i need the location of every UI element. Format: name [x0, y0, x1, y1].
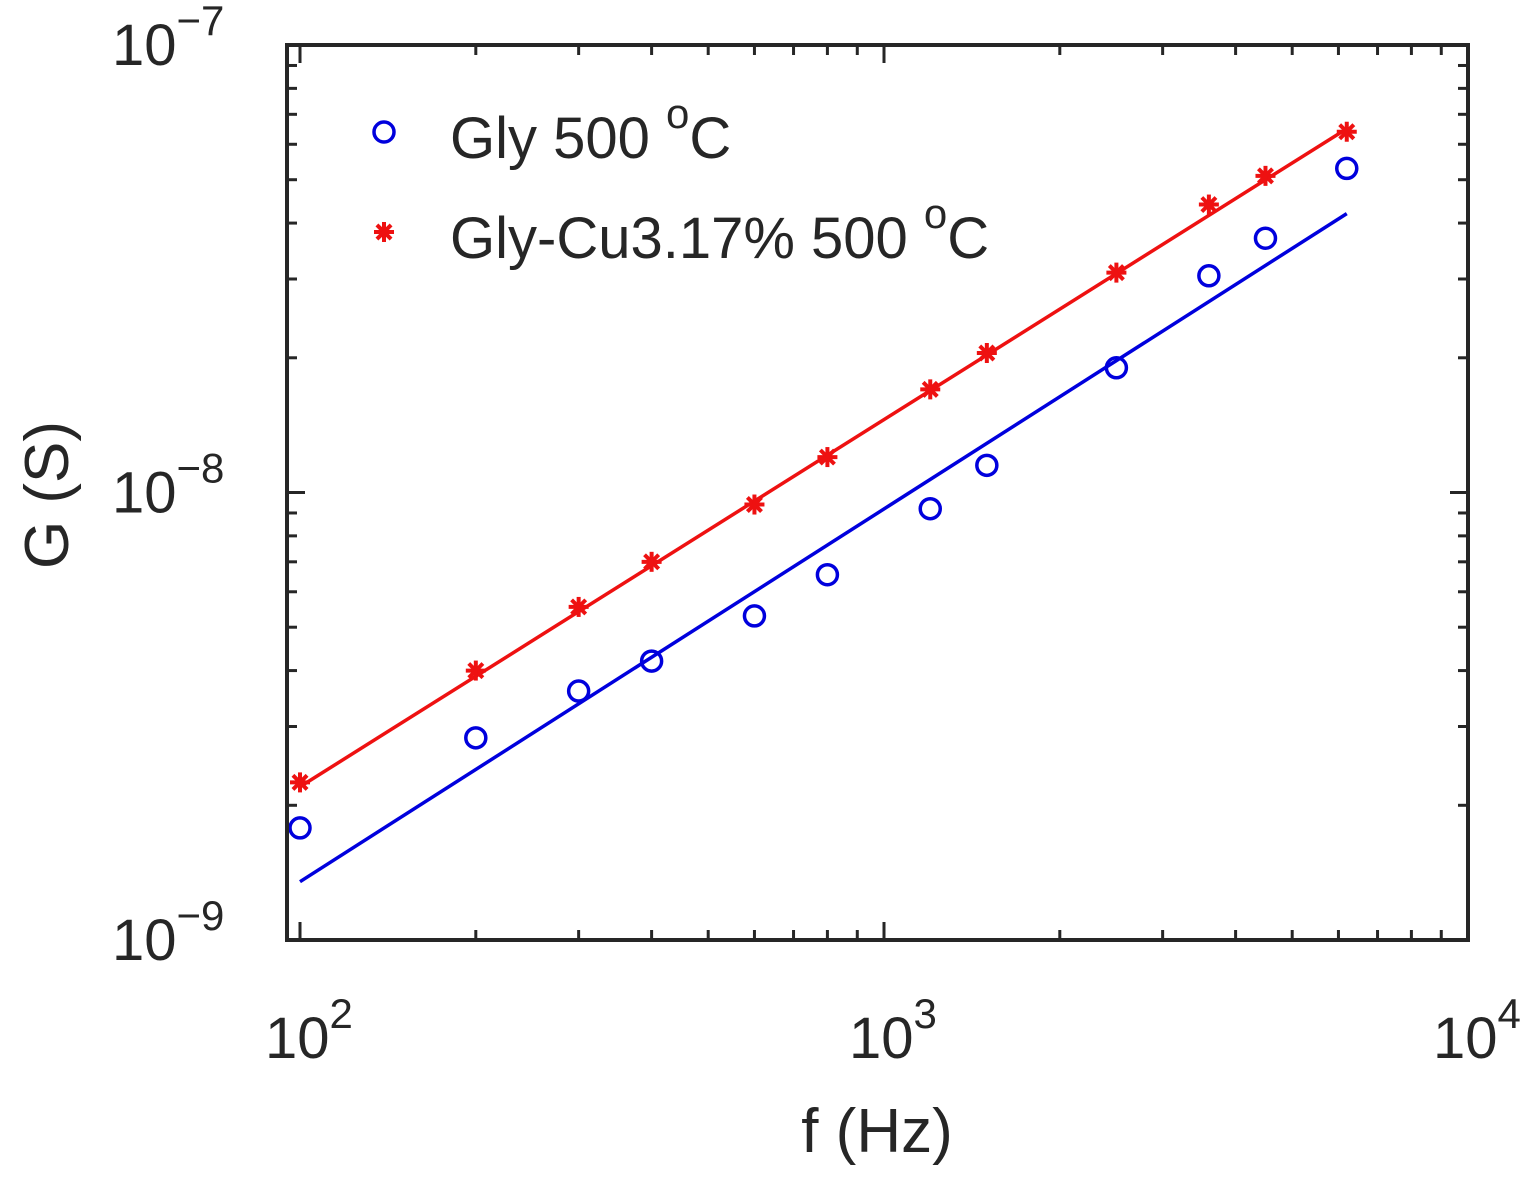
gly-cu-data-point [1336, 121, 1357, 142]
axes-box [285, 43, 1470, 942]
x-tick-label: 103 [849, 990, 937, 1071]
legend-label: Gly 500 oC [450, 90, 731, 171]
gly-data-point [815, 562, 840, 587]
gly-cu-data-point [744, 494, 765, 515]
gly-data-point [1104, 356, 1129, 380]
legend: Gly 500 oC Gly-Cu3.17% 500 oC [372, 90, 989, 271]
gly-data-point [288, 816, 312, 840]
gly-cu-data-point [568, 596, 589, 617]
y-tick-label: 10−7 [112, 0, 224, 78]
gly-data-point [918, 496, 942, 521]
y-tick-label: 10−8 [112, 445, 224, 526]
gly-data-point [1253, 226, 1278, 250]
gly-data-point [742, 604, 767, 628]
gly-cu-data-point [290, 772, 311, 793]
tick-labels: 102 103 104 10−9 10−8 10−7 [112, 0, 1521, 1071]
y-axis-label: G (S) [13, 421, 82, 569]
x-tick-label: 102 [265, 990, 353, 1071]
fit-line [299, 212, 1348, 884]
x-axis-label: f (Hz) [801, 1097, 953, 1166]
gly-cu-data-point [1198, 194, 1219, 215]
gly-data-point [1335, 156, 1359, 181]
gly-cu-data-point [817, 447, 838, 468]
gly-cu-data-point [976, 342, 997, 363]
x-tick-label: 104 [1433, 990, 1521, 1071]
gly-cu-data-point [641, 551, 662, 572]
y-tick-label: 10−9 [112, 892, 224, 973]
gly-data-point [464, 726, 488, 750]
gly-data-point [1197, 264, 1221, 288]
legend-label: Gly-Cu3.17% 500 oC [450, 190, 989, 271]
gly-cu-data-point [1106, 262, 1127, 283]
gly-data-point [639, 649, 664, 673]
axis-ticks [287, 43, 1470, 942]
gly-cu-data-point [1255, 165, 1276, 186]
gly-cu-data-point [920, 379, 941, 400]
gly-data-point [975, 453, 999, 478]
data-markers [288, 121, 1359, 840]
gly-cu-data-point [465, 660, 486, 681]
legend-marker-gly [372, 120, 396, 144]
gly-data-point [566, 679, 591, 703]
legend-marker-gly-cu [374, 222, 394, 242]
